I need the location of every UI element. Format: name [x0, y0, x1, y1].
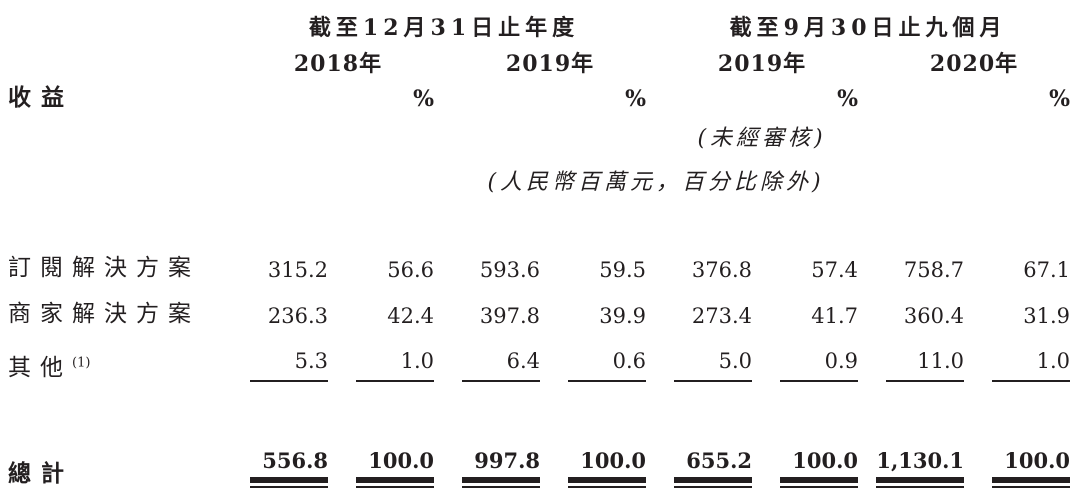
cell-value: 1.0 [974, 328, 1080, 382]
footnote-marker: (1) [72, 355, 91, 371]
spacer-row [0, 382, 1080, 422]
cell-value: 42.4 [387, 304, 434, 328]
cell-value: 41.7 [811, 304, 859, 328]
table-row-others: 其他(1) 5.3 1.0 6.4 0.6 5.0 0.9 11.0 1.0 [0, 328, 1080, 382]
empty-cell [868, 78, 974, 112]
cell-value: 397.8 [479, 304, 540, 328]
row-label: 其他(1) [8, 355, 91, 381]
empty-cell [444, 78, 550, 112]
cell-value: 11.0 [868, 328, 974, 382]
total-value: 100.0 [338, 422, 444, 488]
empty-cell [0, 112, 232, 152]
empty-cell [232, 112, 656, 152]
empty-cell [868, 112, 1080, 152]
total-value: 997.8 [444, 422, 550, 488]
percent-sign: % [625, 86, 647, 112]
cell-value: 39.9 [599, 304, 647, 328]
row-label: 商家解決方案 [8, 301, 200, 327]
total-value: 100.0 [762, 422, 868, 488]
units-note: (人民幣百萬元，百分比除外) [487, 170, 825, 195]
cell-value: 1.0 [338, 328, 444, 382]
cell-value: 593.6 [479, 258, 540, 282]
unaudited-note-row: (未經審核) [0, 112, 1080, 152]
year-header-2019: 2019年 [505, 51, 595, 77]
cell-value: 67.1 [1023, 258, 1071, 282]
year-header-2018: 2018年 [293, 51, 383, 77]
year-header-row: 2018年 2019年 2019年 2020年 [0, 42, 1080, 78]
section-label-revenue: 收益 [8, 84, 74, 111]
empty-cell [0, 6, 232, 42]
percent-header-row: 收益 % % % % [0, 78, 1080, 112]
table-row-merchant-solutions: 商家解決方案 236.3 42.4 397.8 39.9 273.4 41.7 … [0, 282, 1080, 328]
total-value: 556.8 [232, 422, 338, 488]
unaudited-note: (未經審核) [697, 126, 827, 151]
year-header-2019-9m: 2019年 [717, 51, 807, 77]
spacer-row [0, 196, 1080, 236]
revenue-breakdown-table: 截至12月31日止年度 截至9月30日止九個月 2018年 2019年 2019… [0, 6, 1080, 488]
empty-cell [0, 42, 232, 78]
period-group-header-row: 截至12月31日止年度 截至9月30日止九個月 [0, 6, 1080, 42]
cell-value: 6.4 [444, 328, 550, 382]
units-note-row: (人民幣百萬元，百分比除外) [0, 152, 1080, 196]
table-row-subscription-solutions: 訂閱解決方案 315.2 56.6 593.6 59.5 376.8 57.4 … [0, 236, 1080, 282]
cell-value: 57.4 [811, 258, 859, 282]
group-header-nine-months: 截至9月30日止九個月 [729, 15, 1007, 41]
row-label: 訂閱解決方案 [8, 255, 200, 281]
empty-cell [656, 78, 762, 112]
cell-value: 59.5 [599, 258, 647, 282]
cell-value: 236.3 [267, 304, 328, 328]
total-value: 655.2 [656, 422, 762, 488]
percent-sign: % [1049, 86, 1071, 112]
cell-value: 360.4 [903, 304, 965, 328]
cell-value: 5.0 [656, 328, 762, 382]
cell-value: 758.7 [903, 258, 965, 282]
cell-value: 5.3 [232, 328, 338, 382]
cell-value: 0.6 [550, 328, 656, 382]
table-row-total: 總計 556.8 100.0 997.8 100.0 655.2 100.0 1… [0, 422, 1080, 488]
percent-sign: % [413, 86, 434, 112]
cell-value: 376.8 [691, 258, 753, 282]
total-label: 總計 [8, 460, 74, 487]
empty-cell [0, 152, 232, 196]
cell-value: 56.6 [387, 258, 434, 282]
group-header-year-ended: 截至12月31日止年度 [308, 15, 580, 41]
cell-value: 31.9 [1023, 304, 1071, 328]
total-value: 100.0 [550, 422, 656, 488]
cell-value: 315.2 [267, 258, 328, 282]
cell-value: 0.9 [762, 328, 868, 382]
total-value: 1,130.1 [868, 422, 974, 488]
percent-sign: % [837, 86, 859, 112]
empty-cell [232, 78, 338, 112]
total-value: 100.0 [974, 422, 1080, 488]
year-header-2020-9m: 2020年 [929, 51, 1019, 77]
cell-value: 273.4 [691, 304, 753, 328]
